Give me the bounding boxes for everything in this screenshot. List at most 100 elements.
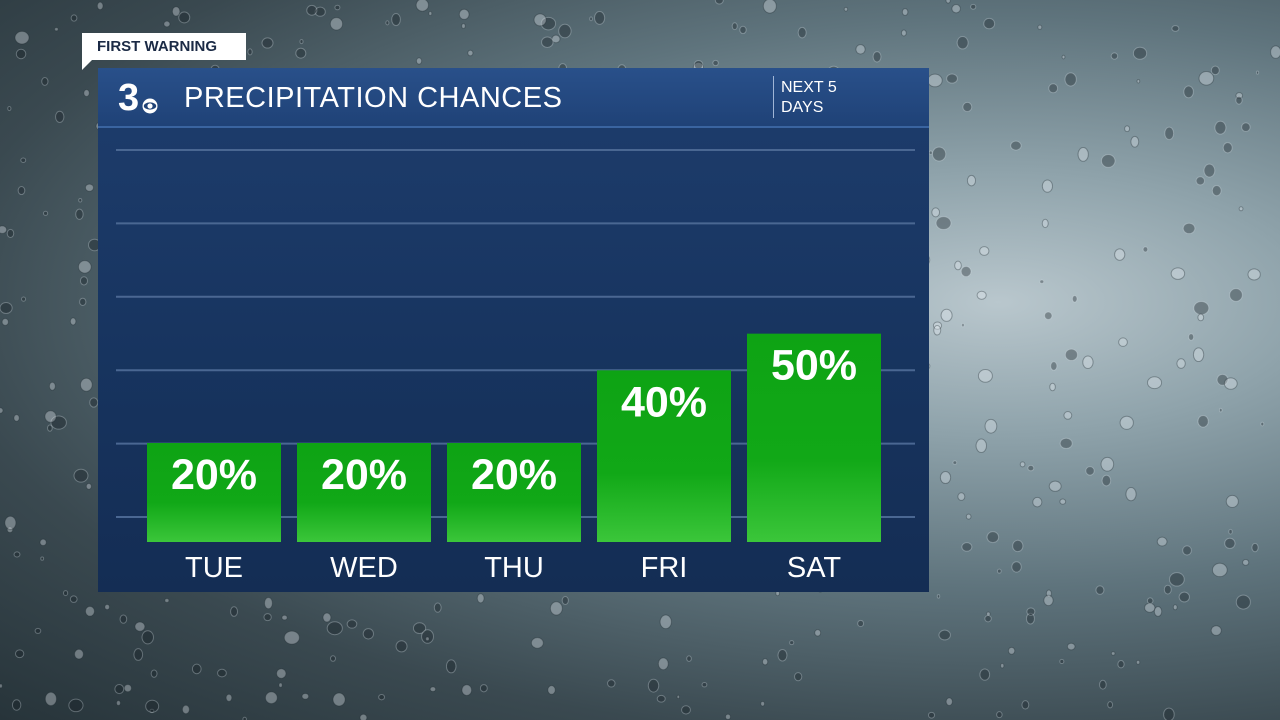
raindrop <box>0 301 13 315</box>
raindrop <box>1063 411 1073 420</box>
raindrop <box>761 658 769 666</box>
raindrop <box>1247 268 1261 281</box>
raindrop <box>329 17 344 31</box>
raindrop <box>83 89 90 97</box>
raindrop <box>1110 651 1116 656</box>
raindrop <box>945 697 953 706</box>
raindrop <box>119 614 128 624</box>
raindrop <box>306 4 318 16</box>
raindrop <box>230 606 238 617</box>
raindrop <box>1043 594 1054 607</box>
raindrop <box>0 407 4 414</box>
raindrop <box>73 468 89 483</box>
raindrop <box>34 627 42 634</box>
raindrop <box>458 8 470 20</box>
raindrop <box>264 691 278 705</box>
header-divider <box>773 76 774 118</box>
raindrop <box>1071 295 1078 303</box>
raindrop <box>996 568 1002 574</box>
raindrop <box>1224 537 1236 550</box>
forecast-range-label: NEXT 5 DAYS <box>781 79 837 116</box>
raindrop <box>1182 222 1196 235</box>
raindrop <box>20 157 27 163</box>
raindrop <box>39 538 47 547</box>
raindrop <box>1007 646 1016 655</box>
raindrop <box>1170 267 1186 280</box>
raindrop <box>1117 660 1125 669</box>
raindrop <box>84 183 95 192</box>
raindrop <box>163 20 171 28</box>
raindrop <box>725 713 731 720</box>
raindrop <box>17 185 26 196</box>
raindrop <box>77 260 92 274</box>
raindrop <box>901 8 909 16</box>
raindrop <box>986 531 1000 544</box>
raindrop <box>701 681 708 688</box>
raindrop <box>346 619 358 629</box>
raindrop <box>13 551 21 558</box>
raindrop <box>114 684 125 695</box>
raindrop <box>985 611 991 617</box>
raindrop <box>1059 658 1065 665</box>
raindrop <box>1210 625 1222 636</box>
raindrop <box>551 34 561 44</box>
raindrop <box>181 704 190 715</box>
bar-value-label: 20% <box>171 451 257 499</box>
raindrop <box>686 655 692 662</box>
raindrop <box>1085 466 1095 476</box>
raindrop <box>1188 333 1195 341</box>
raindrop <box>1169 572 1185 587</box>
raindrop <box>1059 498 1067 505</box>
raindrop <box>385 20 390 26</box>
forecast-panel: 3 PRECIPITATION CHANCES NEXT 5 DAYS 20% T… <box>98 68 929 592</box>
raindrop <box>13 414 20 422</box>
raindrop <box>116 700 121 706</box>
raindrop <box>1082 355 1094 369</box>
raindrop <box>1124 125 1131 133</box>
raindrop <box>1045 589 1052 598</box>
raindrop <box>960 265 972 278</box>
raindrop <box>593 10 606 25</box>
raindrop <box>1010 140 1022 151</box>
raindrop <box>1049 382 1056 392</box>
raindrop <box>21 296 27 302</box>
raindrop <box>278 682 283 688</box>
day-label: WED <box>330 552 398 584</box>
raindrop <box>44 691 57 707</box>
raindrop <box>1130 135 1140 148</box>
panel-header: 3 PRECIPITATION CHANCES NEXT 5 DAYS <box>98 68 929 128</box>
raindrop <box>855 44 866 55</box>
raindrop <box>1251 542 1259 553</box>
raindrop <box>70 14 78 22</box>
raindrop <box>676 694 680 699</box>
raindrop <box>1192 347 1205 363</box>
raindrop <box>607 679 616 688</box>
raindrop <box>145 699 160 713</box>
raindrop <box>1228 528 1233 535</box>
raindrop <box>332 692 346 707</box>
raindrop <box>391 12 401 27</box>
raindrop <box>1119 415 1134 430</box>
raindrop <box>123 683 132 693</box>
bar-value-label: 20% <box>321 451 407 499</box>
raindrop <box>1260 421 1265 427</box>
raindrop <box>1050 361 1058 371</box>
raindrop <box>433 602 442 613</box>
raindrop <box>872 51 882 63</box>
raindrop <box>14 649 25 659</box>
raindrop <box>225 693 233 702</box>
raindrop <box>421 629 434 644</box>
raindrop <box>647 678 660 693</box>
raindrop <box>954 260 962 271</box>
raindrop <box>1144 602 1156 613</box>
first-warning-tab: FIRST WARNING <box>82 33 246 60</box>
channel-logo-number: 3 <box>118 77 139 118</box>
raindrop <box>40 556 45 561</box>
raindrop <box>931 146 947 162</box>
raindrop <box>656 694 666 703</box>
raindrop <box>1218 407 1223 413</box>
raindrop <box>777 649 788 662</box>
raindrop <box>0 683 3 689</box>
raindrop <box>141 630 154 645</box>
raindrop <box>14 30 30 45</box>
